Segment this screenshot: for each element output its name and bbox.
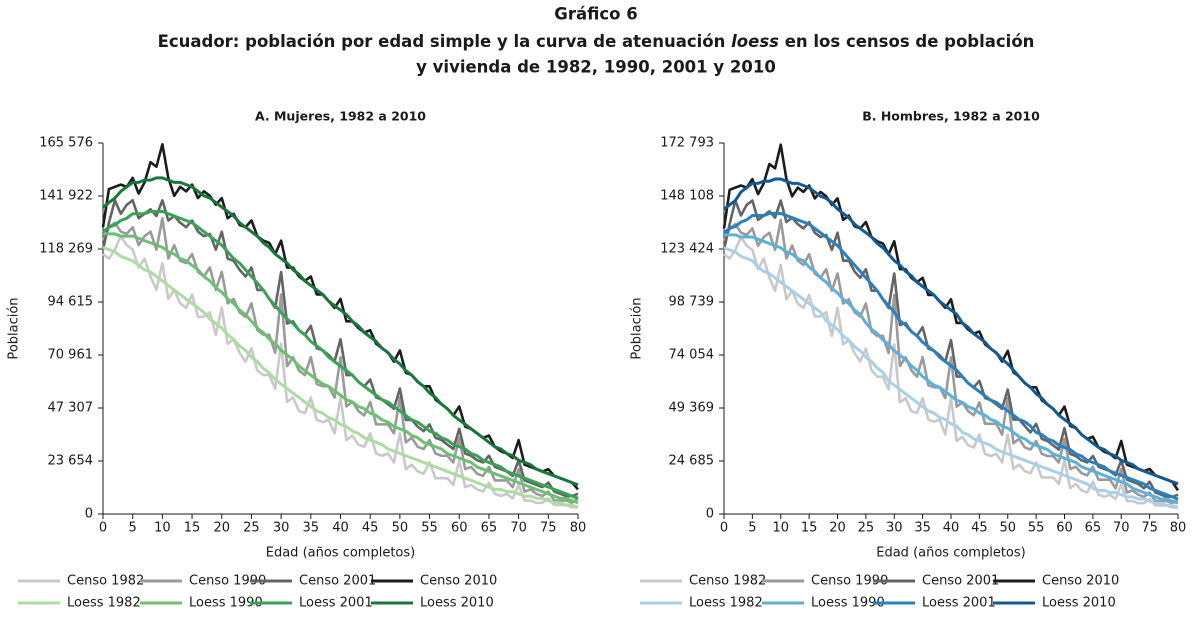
loess-line bbox=[102, 245, 579, 509]
loess-line bbox=[723, 246, 1179, 509]
x-tick-label: 5 bbox=[129, 521, 137, 536]
x-tick-label: 35 bbox=[303, 521, 320, 536]
x-tick-label: 20 bbox=[829, 521, 846, 536]
x-tick-label: 35 bbox=[914, 521, 931, 536]
x-tick-label: 45 bbox=[362, 521, 379, 536]
x-tick-label: 25 bbox=[858, 521, 875, 536]
legend-label: Censo 1990 bbox=[811, 574, 888, 589]
loess-line bbox=[103, 232, 579, 505]
y-tick-label: 74 054 bbox=[669, 348, 715, 363]
x-axis-label: Edad (años completos) bbox=[266, 546, 415, 561]
y-tick-label: 148 108 bbox=[660, 189, 714, 204]
x-tick-label: 55 bbox=[421, 521, 438, 536]
legend-label: Censo 1990 bbox=[189, 574, 266, 589]
x-tick-label: 40 bbox=[943, 521, 960, 536]
y-axis-label: Población bbox=[7, 297, 22, 359]
y-tick-label: 94 615 bbox=[48, 294, 94, 309]
census-line bbox=[722, 218, 1179, 505]
census-line bbox=[101, 142, 579, 491]
census-line bbox=[102, 234, 578, 509]
census-line bbox=[101, 199, 579, 498]
y-tick-label: 0 bbox=[706, 507, 714, 522]
legend-label: Loess 1990 bbox=[189, 596, 263, 611]
panel-title: B. Hombres, 1982 a 2010 bbox=[862, 109, 1040, 124]
x-tick-label: 45 bbox=[971, 521, 988, 536]
x-tick-label: 65 bbox=[481, 521, 498, 536]
y-axis-label: Población bbox=[630, 297, 645, 359]
subtitle-emphasis: loess bbox=[731, 32, 779, 51]
x-tick-label: 60 bbox=[1056, 521, 1073, 536]
x-tick-label: 40 bbox=[332, 521, 349, 536]
y-tick-label: 98 739 bbox=[669, 294, 715, 309]
census-line bbox=[722, 199, 1179, 499]
legend-label: Loess 2010 bbox=[420, 596, 494, 611]
subtitle-text: en los censos de población bbox=[785, 32, 1035, 51]
x-tick-label: 10 bbox=[772, 521, 789, 536]
x-tick-label: 80 bbox=[1170, 521, 1187, 536]
loess-line bbox=[102, 210, 579, 500]
y-tick-label: 23 654 bbox=[48, 453, 94, 468]
legend-label: Loess 1990 bbox=[811, 596, 885, 611]
figure-subtitle: y vivienda de 1982, 1990, 2001 y 2010 bbox=[416, 58, 776, 77]
legend-label: Loess 1982 bbox=[689, 596, 763, 611]
y-tick-label: 165 576 bbox=[39, 136, 93, 151]
x-tick-label: 0 bbox=[99, 521, 107, 536]
loess-line bbox=[723, 177, 1179, 486]
x-tick-label: 5 bbox=[748, 521, 756, 536]
x-tick-label: 70 bbox=[1113, 521, 1130, 536]
figure-title: Gráfico 6 bbox=[554, 5, 637, 24]
loess-line bbox=[102, 176, 579, 487]
x-tick-label: 55 bbox=[1028, 521, 1045, 536]
panel-title: A. Mujeres, 1982 a 2010 bbox=[255, 109, 426, 124]
x-tick-label: 15 bbox=[801, 521, 818, 536]
x-tick-label: 60 bbox=[451, 521, 468, 536]
x-tick-label: 65 bbox=[1085, 521, 1102, 536]
x-tick-label: 10 bbox=[154, 521, 171, 536]
y-tick-label: 47 307 bbox=[48, 401, 94, 416]
y-tick-label: 70 961 bbox=[48, 348, 94, 363]
y-tick-label: 24 685 bbox=[669, 453, 715, 468]
figure-subtitle: Ecuador: población por edad simple y la … bbox=[158, 32, 1035, 51]
x-axis-label: Edad (años completos) bbox=[876, 546, 1025, 561]
legend-label: Censo 2001 bbox=[922, 574, 999, 589]
legend-label: Loess 1982 bbox=[67, 596, 141, 611]
subtitle-text: Ecuador: población por edad simple y la … bbox=[158, 32, 726, 51]
y-tick-label: 0 bbox=[85, 507, 93, 522]
y-tick-label: 118 269 bbox=[39, 241, 93, 256]
legend-label: Censo 1982 bbox=[689, 574, 766, 589]
x-tick-label: 30 bbox=[273, 521, 290, 536]
legend-label: Censo 2010 bbox=[1042, 574, 1119, 589]
legend-label: Censo 2001 bbox=[299, 574, 376, 589]
y-tick-label: 172 793 bbox=[660, 136, 714, 151]
census-line bbox=[101, 216, 579, 505]
x-tick-label: 30 bbox=[886, 521, 903, 536]
census-line bbox=[723, 235, 1178, 509]
loess-line bbox=[723, 211, 1179, 501]
legend-label: Loess 2010 bbox=[1042, 596, 1116, 611]
legend-label: Censo 2010 bbox=[420, 574, 497, 589]
census-line bbox=[722, 143, 1180, 492]
x-tick-label: 75 bbox=[1141, 521, 1158, 536]
x-tick-label: 20 bbox=[213, 521, 230, 536]
x-tick-label: 15 bbox=[184, 521, 201, 536]
loess-line bbox=[724, 233, 1179, 505]
x-tick-label: 75 bbox=[540, 521, 557, 536]
x-tick-label: 0 bbox=[720, 521, 728, 536]
x-tick-label: 50 bbox=[999, 521, 1016, 536]
x-tick-label: 70 bbox=[510, 521, 527, 536]
y-tick-label: 123 424 bbox=[660, 241, 714, 256]
y-tick-label: 141 922 bbox=[39, 189, 93, 204]
y-tick-label: 49 369 bbox=[669, 401, 715, 416]
legend-label: Loess 2001 bbox=[922, 596, 996, 611]
x-tick-label: 50 bbox=[392, 521, 409, 536]
legend-label: Loess 2001 bbox=[299, 596, 373, 611]
x-tick-label: 80 bbox=[570, 521, 587, 536]
x-tick-label: 25 bbox=[243, 521, 260, 536]
legend-label: Censo 1982 bbox=[67, 574, 144, 589]
